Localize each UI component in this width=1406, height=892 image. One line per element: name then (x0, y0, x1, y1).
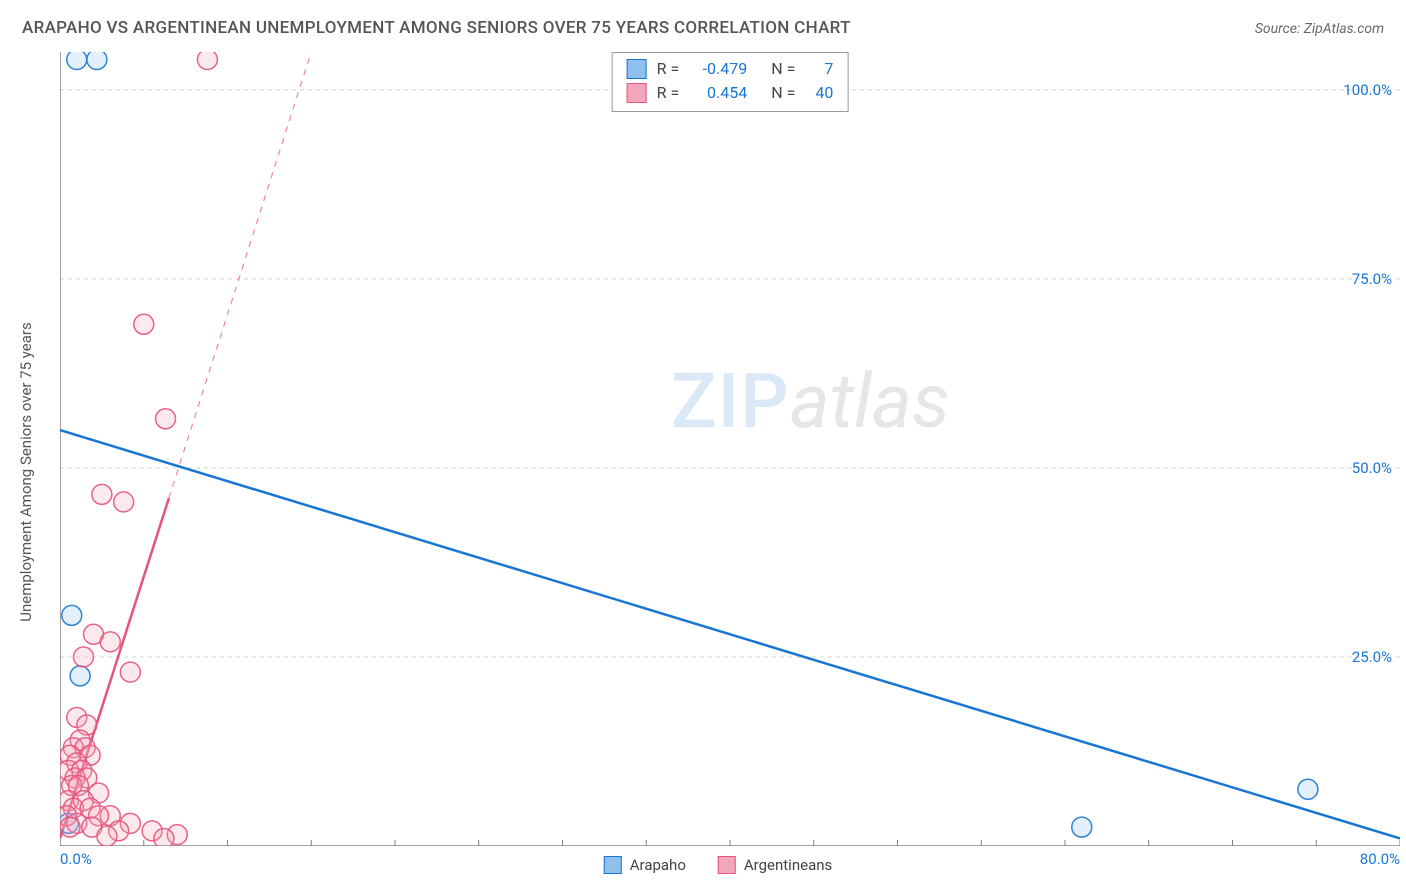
stats-legend-box: R = -0.479 N = 7 R = 0.454 N = 40 (612, 52, 849, 112)
stats-r-label: R = (657, 57, 680, 81)
y-axis-title: Unemployment Among Seniors over 75 years (17, 322, 35, 621)
stats-row-arapaho: R = -0.479 N = 7 (627, 57, 834, 81)
header: ARAPAHO VS ARGENTINEAN UNEMPLOYMENT AMON… (22, 18, 1384, 38)
chart-area: Unemployment Among Seniors over 75 years… (36, 52, 1400, 892)
bottom-legend: Arapaho Argentineans (604, 856, 833, 874)
legend-swatch-argentineans (718, 856, 736, 874)
legend-item-argentineans: Argentineans (718, 856, 832, 874)
scatter-plot: ZIPatlas R = -0.479 N = 7 R = 0.454 N = … (60, 52, 1400, 846)
stats-r-value: -0.479 (689, 57, 747, 81)
stats-swatch-arapaho (627, 59, 647, 79)
legend-item-arapaho: Arapaho (604, 856, 686, 874)
stats-row-argentineans: R = 0.454 N = 40 (627, 81, 834, 105)
chart-title: ARAPAHO VS ARGENTINEAN UNEMPLOYMENT AMON… (22, 18, 851, 38)
x-tick-label: 0.0% (60, 850, 92, 868)
source-label: Source: ZipAtlas.com (1255, 21, 1384, 37)
stats-r-label: R = (657, 81, 680, 105)
stats-n-label: N = (771, 57, 795, 81)
stats-swatch-argentineans (627, 83, 647, 103)
x-tick-label: 80.0% (1360, 850, 1400, 868)
stats-r-value: 0.454 (689, 81, 747, 105)
legend-label: Arapaho (630, 856, 686, 874)
stats-n-label: N = (771, 81, 795, 105)
stats-n-value: 40 (805, 81, 833, 105)
legend-swatch-arapaho (604, 856, 622, 874)
stats-n-value: 7 (805, 57, 833, 81)
legend-label: Argentineans (744, 856, 832, 874)
